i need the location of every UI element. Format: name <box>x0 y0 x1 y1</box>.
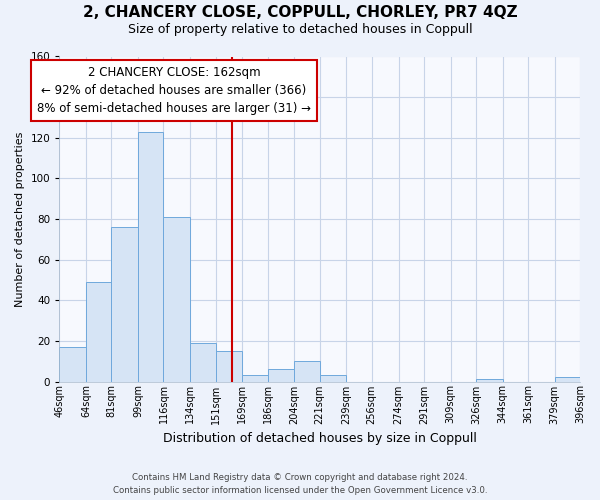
Bar <box>320 376 346 382</box>
Text: Size of property relative to detached houses in Coppull: Size of property relative to detached ho… <box>128 22 472 36</box>
Text: 2, CHANCERY CLOSE, COPPULL, CHORLEY, PR7 4QZ: 2, CHANCERY CLOSE, COPPULL, CHORLEY, PR7… <box>83 5 517 20</box>
Bar <box>86 282 112 382</box>
Bar <box>59 347 86 382</box>
Bar <box>268 370 295 382</box>
Bar <box>555 378 580 382</box>
Y-axis label: Number of detached properties: Number of detached properties <box>15 132 25 306</box>
Bar <box>476 380 503 382</box>
Bar <box>163 217 190 382</box>
Bar <box>112 227 138 382</box>
Text: 2 CHANCERY CLOSE: 162sqm
← 92% of detached houses are smaller (366)
8% of semi-d: 2 CHANCERY CLOSE: 162sqm ← 92% of detach… <box>37 66 311 116</box>
Bar <box>215 351 242 382</box>
X-axis label: Distribution of detached houses by size in Coppull: Distribution of detached houses by size … <box>163 432 476 445</box>
Bar <box>138 132 163 382</box>
Bar <box>242 376 268 382</box>
Text: Contains HM Land Registry data © Crown copyright and database right 2024.
Contai: Contains HM Land Registry data © Crown c… <box>113 474 487 495</box>
Bar <box>190 343 215 382</box>
Bar <box>295 361 320 382</box>
